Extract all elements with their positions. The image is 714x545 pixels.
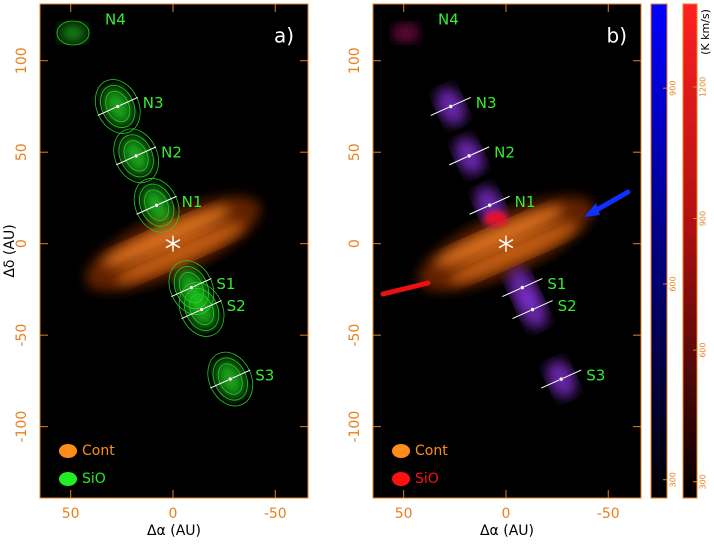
- source-label: S1: [547, 275, 566, 293]
- axes-frame: [372, 3, 642, 499]
- y-tick-label: 0: [347, 239, 363, 248]
- x-tick-label: 50: [395, 506, 413, 522]
- y-axis-label: Δδ (AU): [2, 224, 18, 277]
- source-label: N2: [161, 143, 182, 161]
- legend-marker: [59, 444, 77, 458]
- source-label: N3: [476, 94, 497, 112]
- y-tick-label: 50: [347, 143, 363, 161]
- colorbar-tick-label: 900: [669, 81, 678, 96]
- source-marker: [115, 104, 120, 109]
- legend-marker: [59, 472, 77, 486]
- source-label: S2: [227, 297, 246, 315]
- x-tick-label: 0: [502, 506, 511, 522]
- y-tick-label: -100: [14, 411, 30, 443]
- source-marker: [466, 153, 472, 159]
- colorbar-frame: [650, 3, 668, 499]
- source-marker: [558, 376, 564, 382]
- disk-lobe: [449, 222, 578, 283]
- colorbar-tick-label: 600: [699, 343, 708, 358]
- blue-arrow: [590, 189, 631, 215]
- source-label: N1: [515, 193, 536, 211]
- x-tick-label: -50: [264, 506, 287, 522]
- legend-label: SiO: [415, 471, 439, 487]
- legend-label: Cont: [82, 443, 115, 459]
- x-axis-label: Δα (AU): [147, 523, 201, 539]
- colorbar-tick-label: 1200: [699, 77, 708, 97]
- source-label: S3: [255, 367, 274, 385]
- colorbar-tick-label: 900: [699, 211, 708, 226]
- source-label: N4: [105, 11, 126, 29]
- colorbar: [683, 4, 697, 498]
- red-knot: [483, 210, 508, 227]
- source-marker: [189, 285, 194, 290]
- source-marker: [448, 104, 453, 109]
- jet-knot: [392, 23, 420, 43]
- source-marker: [530, 307, 535, 312]
- legend-label: SiO: [82, 471, 106, 487]
- x-tick-label: 0: [169, 506, 178, 522]
- colorbar: [651, 4, 667, 498]
- contour: [56, 20, 90, 46]
- colorbar-label: (K km/s): [699, 9, 712, 55]
- red-arrow: [380, 280, 431, 297]
- panel-label: b): [607, 24, 628, 48]
- colorbar-frame: [682, 3, 698, 499]
- y-tick-label: -50: [347, 324, 363, 347]
- source-label: S1: [216, 275, 235, 293]
- y-tick-label: -100: [347, 411, 363, 443]
- legend-marker: [392, 472, 410, 486]
- source-marker: [154, 203, 159, 208]
- star: [498, 239, 514, 249]
- jet-knot: [59, 23, 87, 43]
- legend-marker: [392, 444, 410, 458]
- disk-lobe: [102, 206, 231, 267]
- source-label: N1: [182, 193, 203, 211]
- colorbar-tick-label: 300: [699, 474, 708, 489]
- y-tick-label: 100: [347, 47, 363, 74]
- axes-frame: [39, 3, 309, 499]
- x-axis-label: Δα (AU): [480, 523, 534, 539]
- source-label: S3: [586, 367, 605, 385]
- colorbar-tick-label: 600: [669, 276, 678, 291]
- blue-arrowhead: [584, 203, 600, 217]
- y-tick-label: 50: [14, 143, 30, 161]
- source-marker: [520, 285, 525, 290]
- source-marker: [487, 203, 492, 208]
- y-tick-label: 100: [14, 47, 30, 74]
- star: [165, 239, 181, 249]
- source-marker: [133, 153, 139, 159]
- source-marker: [228, 376, 233, 382]
- colorbar-tick-label: 300: [669, 472, 678, 487]
- source-label: N3: [143, 94, 164, 112]
- disk-lobe: [435, 206, 564, 267]
- legend-label: Cont: [415, 443, 448, 459]
- disk-lobe: [116, 222, 245, 283]
- panel-label: a): [274, 24, 294, 48]
- source-marker: [199, 307, 204, 312]
- source-label: S2: [558, 297, 577, 315]
- x-tick-label: 50: [62, 506, 80, 522]
- source-label: N4: [438, 11, 459, 29]
- source-label: N2: [494, 143, 515, 161]
- y-tick-label: 0: [14, 239, 30, 248]
- x-tick-label: -50: [597, 506, 620, 522]
- y-tick-label: -50: [14, 324, 30, 347]
